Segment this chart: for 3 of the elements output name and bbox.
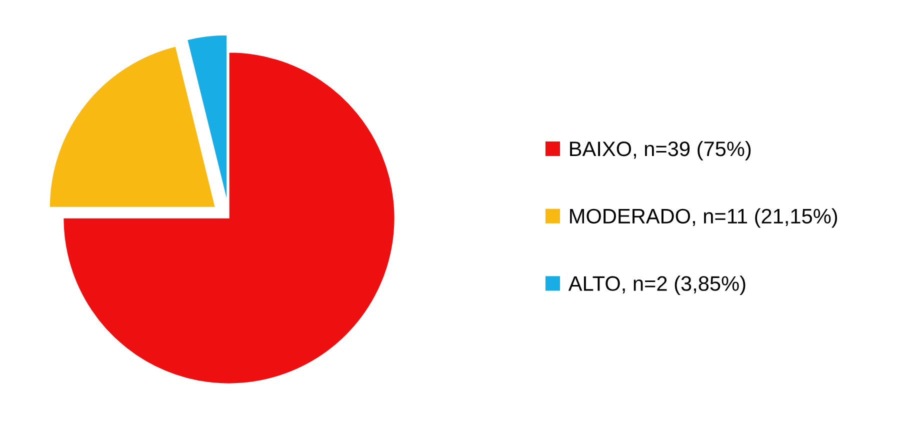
legend-label: ALTO, n=2 (3,85%)	[568, 276, 746, 296]
legend-label: MODERADO, n=11 (21,15%)	[570, 208, 838, 228]
legend-label: BAIXO, n=39 (75%)	[570, 140, 751, 160]
